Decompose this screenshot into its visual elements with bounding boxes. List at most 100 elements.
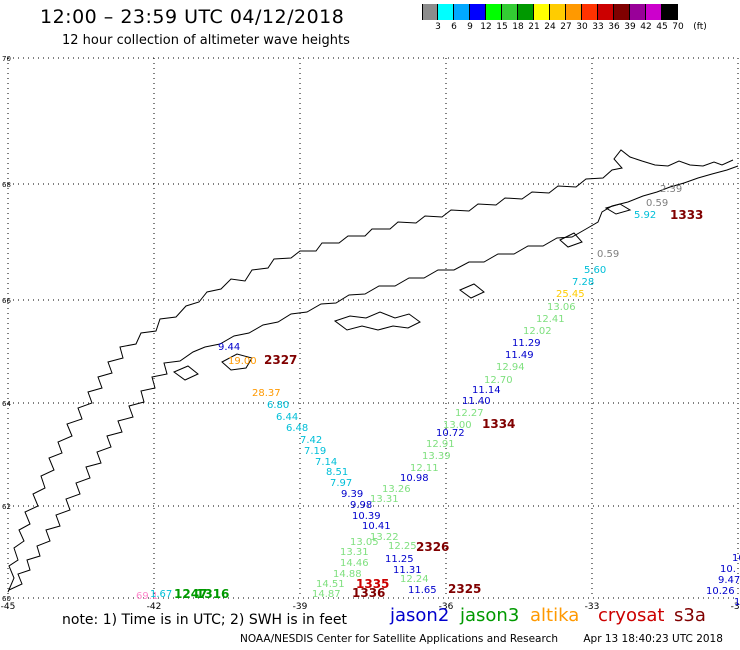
wave-height-value: 12.25 <box>388 541 417 552</box>
color-scale-label: 42 <box>640 22 652 32</box>
color-swatch <box>422 4 438 20</box>
color-scale-label: 3 <box>435 22 441 32</box>
color-scale-label: 12 <box>480 22 492 32</box>
longitude-label: -30 <box>731 602 740 612</box>
latitude-label: 70 <box>2 55 11 63</box>
longitude-label: -42 <box>147 602 162 612</box>
color-scale-labels: 3 6 9 12 15 18 21 24 27 30 33 36 39 42 45 70 (ft) <box>422 20 707 34</box>
satellite-legend-altika: altika <box>530 605 580 626</box>
color-swatch <box>598 4 614 20</box>
wave-height-value: 8.51 <box>326 467 348 478</box>
wave-height-value: 7.19 <box>304 446 326 457</box>
color-scale-label: 45 <box>656 22 668 32</box>
wave-height-value: 12.11 <box>410 463 439 474</box>
wave-height-value: 13.00 <box>443 420 472 431</box>
altimeter-observations: 2.390.595.92 13330.595.607.2825.4513.0612… <box>136 184 740 608</box>
wave-height-value: 10.39 <box>352 511 381 522</box>
color-scale-label: 18 <box>512 22 524 32</box>
pass-time-label: 1334 <box>482 417 515 431</box>
color-scale-label: 21 <box>528 22 540 32</box>
wave-height-value: 9.39 <box>341 489 363 500</box>
wave-height-value: 12.41 <box>536 314 565 325</box>
wave-height-value: 6.48 <box>286 423 308 434</box>
wave-height-value: 13.31 <box>340 547 369 558</box>
color-swatch <box>518 4 534 20</box>
latitude-label: 66 <box>2 297 11 305</box>
wave-height-value: 11.49 <box>505 350 534 361</box>
latitude-label: 62 <box>2 503 11 511</box>
wave-height-value: 13.22 <box>370 532 399 543</box>
map-subtitle: 12 hour collection of altimeter wave hei… <box>62 33 350 48</box>
timestamp-text: Apr 13 18:40:23 UTC 2018 <box>583 633 723 645</box>
wave-height-value: 9.47 <box>718 575 740 586</box>
wave-height-value: 5.60 <box>584 265 606 276</box>
pass-time-label: 2327 <box>264 353 297 367</box>
wave-height-value: 28.37 <box>252 388 281 399</box>
color-swatch <box>550 4 566 20</box>
wave-height-value: 69.1 <box>136 591 158 602</box>
satellite-legend-s3a: s3a <box>674 605 706 626</box>
color-swatch <box>486 4 502 20</box>
wave-height-value: 12.27 <box>455 408 484 419</box>
color-swatch <box>470 4 486 20</box>
wave-height-value: 25.45 <box>556 289 585 300</box>
footer: NOAA/NESDIS Center for Satellite Applica… <box>240 633 723 645</box>
wave-height-value: 11.25 <box>385 554 414 565</box>
wave-height-value: 11.40 <box>462 396 491 407</box>
color-scale-label: 70 <box>672 22 684 32</box>
pass-time-label: 1335 <box>356 577 389 591</box>
wave-height-value: 0.59 <box>646 198 668 209</box>
color-scale-label: 30 <box>576 22 588 32</box>
wave-height-value: 13.31 <box>370 494 399 505</box>
wave-height-value: 12.91 <box>426 439 455 450</box>
wave-height-value: 13.26 <box>382 484 411 495</box>
wave-height-value: 12.94 <box>496 362 525 373</box>
color-scale-label: 24 <box>544 22 556 32</box>
wave-height-value: 5.92 <box>634 210 656 221</box>
wave-height-value: 11.14 <box>472 385 501 396</box>
wave-height-value: 10.41 <box>362 521 391 532</box>
latitude-label: 68 <box>2 181 11 189</box>
wave-height-value: 9.98 <box>350 500 372 511</box>
wave-height-value: 12.70 <box>484 375 513 386</box>
color-swatch <box>566 4 582 20</box>
map-gridlines <box>7 57 739 599</box>
color-scale-label: 39 <box>624 22 636 32</box>
units-note: note: 1) Time is in UTC; 2) SWH is in fe… <box>62 612 348 628</box>
pass-time-label: 2325 <box>448 582 481 596</box>
wave-height-value: 11.29 <box>512 338 541 349</box>
color-scale-label: 27 <box>560 22 572 32</box>
credit-text: NOAA/NESDIS Center for Satellite Applica… <box>240 633 558 645</box>
color-swatch <box>662 4 678 20</box>
color-scale-unit: (ft) <box>693 22 707 32</box>
latitude-label: 60 <box>2 595 11 603</box>
wave-height-value: 7.97 <box>330 478 352 489</box>
wave-height-value: 10.98 <box>400 473 429 484</box>
pass-time-label: 1316 <box>196 587 229 601</box>
wave-height-value: 10. <box>732 553 740 564</box>
wave-height-value: 10.26 <box>706 586 735 597</box>
wave-height-value: 6.44 <box>276 412 298 423</box>
wave-height-value: 11.65 <box>408 585 437 596</box>
latitude-label: 64 <box>2 400 11 408</box>
wave-height-value: 14.87 <box>312 589 341 600</box>
wave-height-value: 14.51 <box>316 579 345 590</box>
map-title: 12:00 – 23:59 UTC 04/12/2018 <box>40 6 345 28</box>
color-swatch <box>438 4 454 20</box>
color-swatch <box>534 4 550 20</box>
wave-height-value: 10. <box>720 564 736 575</box>
wave-height-value: 7.14 <box>315 457 337 468</box>
longitude-label: -39 <box>293 602 308 612</box>
color-scale-label: 6 <box>451 22 457 32</box>
wave-height-value: 1.67 <box>150 589 172 600</box>
color-scale-label: 15 <box>496 22 508 32</box>
satellite-legend-cryosat: cryosat <box>598 605 665 626</box>
pass-time-label: 1247 <box>174 587 207 601</box>
color-swatch <box>646 4 662 20</box>
wave-height-value: 13.06 <box>547 302 576 313</box>
greenland-coastline <box>7 149 739 593</box>
color-scale-legend: 3 6 9 12 15 18 21 24 27 30 33 36 39 42 45 70 (ft) <box>422 4 707 34</box>
satellite-legend-jason2: jason2 <box>390 605 450 626</box>
wave-height-value: 0.59 <box>597 249 619 260</box>
